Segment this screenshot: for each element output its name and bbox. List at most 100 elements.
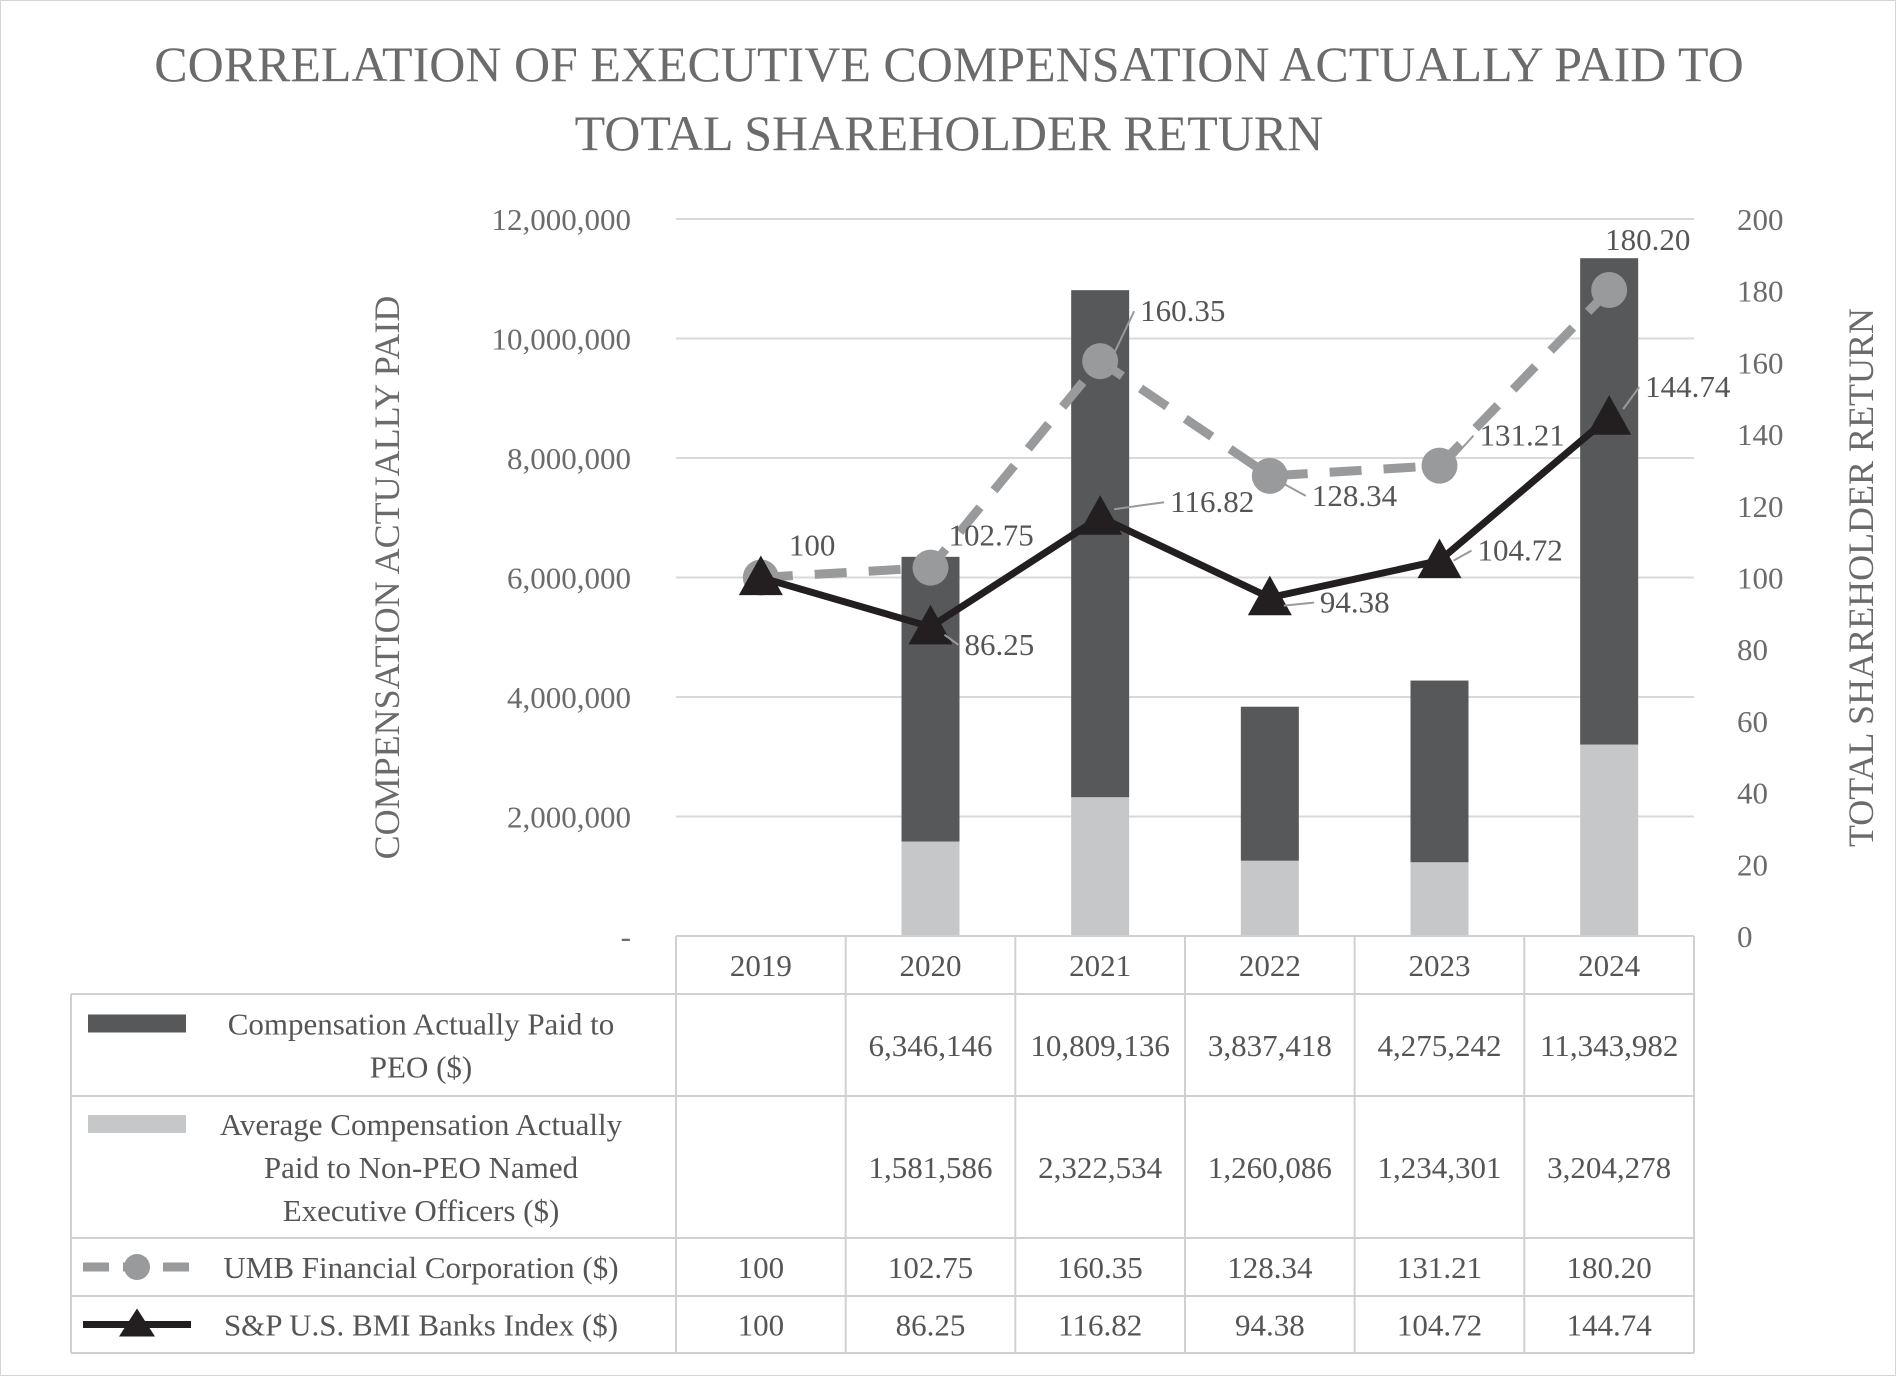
marker-sp-2022	[1247, 575, 1292, 616]
y-left-axis-title: COMPENSATION ACTUALLY PAID	[367, 296, 407, 860]
category-label-2024: 2024	[1578, 948, 1641, 983]
data-label-umb-2021: 160.35	[1140, 293, 1225, 328]
legend-key-circle-marker	[124, 1254, 150, 1280]
bar-peo-2024	[1580, 258, 1639, 745]
table-cell: 1,234,301	[1378, 1150, 1502, 1185]
leader-line-sp-2020	[943, 633, 960, 646]
y-left-tick-label: 10,000,000	[492, 322, 632, 357]
leader-line-umb-2022	[1283, 483, 1307, 497]
legend-label: PEO ($)	[370, 1050, 472, 1085]
line-sp-banks-index	[759, 414, 1612, 631]
table-cell: 100	[738, 1308, 785, 1343]
marker-umb-2021	[1082, 343, 1119, 380]
chart-title-line: CORRELATION OF EXECUTIVE COMPENSATION AC…	[154, 36, 1744, 92]
y-right-axis-title: TOTAL SHAREHOLDER RETURN	[1841, 308, 1881, 847]
bar-neo-2024	[1580, 744, 1639, 936]
data-label-umb-2019: 100	[789, 528, 836, 563]
marker-umb-2023	[1421, 447, 1458, 484]
marker-sp-2020	[908, 604, 953, 645]
y-right-tick-label: 0	[1737, 919, 1753, 954]
marker-umb-2022	[1251, 457, 1288, 494]
y-right-tick-label: 140	[1737, 417, 1784, 452]
table-cell: 3,837,418	[1208, 1028, 1332, 1063]
legend-key-triangle-marker	[119, 1308, 155, 1337]
data-label-umb-2022: 128.34	[1312, 478, 1398, 513]
marker-sp-2023	[1417, 538, 1462, 579]
y-right-tick-label: 160	[1737, 345, 1784, 380]
data-label-sp-2024: 144.74	[1645, 369, 1731, 404]
table-cell: 116.82	[1058, 1308, 1142, 1343]
leader-line-umb-2021	[1113, 310, 1136, 354]
bar-neo-2021	[1071, 797, 1130, 936]
table-cell: 160.35	[1058, 1250, 1143, 1285]
bar-peo-2022	[1240, 706, 1299, 861]
legend-label: Average Compensation Actually	[220, 1107, 623, 1142]
y-right-tick-label: 80	[1737, 632, 1768, 667]
y-left-tick-label: 6,000,000	[507, 561, 631, 596]
bar-peo-2023	[1410, 680, 1469, 863]
y-right-tick-label: 180	[1737, 274, 1784, 309]
bar-peo-2020	[901, 556, 960, 842]
axes: - 2,000,000 4,000,000 6,000,000 8,000,000 10,…	[367, 202, 1881, 954]
y-right-tick-label: 20	[1737, 847, 1768, 882]
marker-umb-2020	[912, 549, 949, 586]
legend-label: UMB Financial Corporation ($)	[223, 1250, 618, 1285]
category-label-2019: 2019	[730, 948, 792, 983]
table-cell: 3,204,278	[1547, 1150, 1671, 1185]
data-label-sp-2023: 104.72	[1478, 533, 1563, 568]
legend-label: S&P U.S. BMI Banks Index ($)	[224, 1308, 618, 1343]
y-left-tick-label: 2,000,000	[507, 800, 631, 835]
marker-sp-2021	[1078, 495, 1123, 535]
data-label-umb-2020: 102.75	[949, 518, 1034, 553]
marker-sp-2019	[738, 555, 783, 596]
bar-neo-2023	[1410, 862, 1469, 936]
y-right-tick-label: 100	[1737, 561, 1784, 596]
marker-sp-2024	[1587, 395, 1632, 435]
leader-line-sp-2024	[1622, 386, 1640, 410]
y-right-tick-label: 60	[1737, 704, 1768, 739]
table-cell: 94.38	[1235, 1308, 1305, 1343]
category-label-2023: 2023	[1409, 948, 1471, 983]
table-cell: 128.34	[1227, 1250, 1313, 1285]
y-right-tick-label: 120	[1737, 489, 1784, 524]
data-label-sp-2021: 116.82	[1170, 484, 1254, 519]
table-cell: 10,809,136	[1030, 1028, 1170, 1063]
table-cell: 131.21	[1397, 1250, 1482, 1285]
data-labels: 100 102.75 160.35 128.34 131.21 180.20 86.25 11…	[789, 222, 1731, 662]
legend-label: Compensation Actually Paid to	[228, 1007, 615, 1042]
leader-line-sp-2023	[1453, 549, 1472, 562]
leader-line-sp-2021	[1114, 501, 1165, 511]
y-left-tick-label: -	[621, 919, 631, 954]
table-cell: 86.25	[896, 1308, 966, 1343]
category-label-2022: 2022	[1239, 948, 1301, 983]
category-label-2021: 2021	[1069, 948, 1131, 983]
legend-key-bar	[88, 1115, 186, 1133]
legend-label: Executive Officers ($)	[283, 1193, 560, 1228]
category-label-2020: 2020	[900, 948, 962, 983]
legend-key-bar	[88, 1014, 186, 1033]
table-cell: 144.74	[1567, 1308, 1653, 1343]
table-cell: 4,275,242	[1378, 1028, 1502, 1063]
table-cell: 11,343,982	[1540, 1028, 1678, 1063]
data-label-umb-2024: 180.20	[1605, 222, 1690, 257]
y-left-tick-label: 8,000,000	[507, 441, 631, 476]
gridlines	[676, 218, 1694, 818]
table-cell: 180.20	[1567, 1250, 1652, 1285]
table-cell: 1,260,086	[1208, 1150, 1332, 1185]
data-label-sp-2022: 94.38	[1320, 585, 1390, 620]
leader-line-sp-2022	[1283, 601, 1314, 607]
legend-label: Paid to Non-PEO Named	[264, 1150, 579, 1185]
table-cell: 2,322,534	[1038, 1150, 1163, 1185]
chart-title: CORRELATION OF EXECUTIVE COMPENSATION AC…	[154, 36, 1744, 161]
bar-series	[901, 258, 1639, 936]
chart-title-line: TOTAL SHAREHOLDER RETURN	[575, 105, 1324, 161]
line-series	[738, 271, 1632, 645]
data-table: 2019 2020 2021 2022 2023 2024 Compensation Act…	[70, 935, 1695, 1354]
data-label-sp-2020: 86.25	[965, 627, 1035, 662]
table-cell: 102.75	[888, 1250, 973, 1285]
data-label-umb-2023: 131.21	[1480, 418, 1565, 453]
y-right-tick-label: 200	[1737, 202, 1784, 237]
table-cell: 100	[738, 1250, 785, 1285]
